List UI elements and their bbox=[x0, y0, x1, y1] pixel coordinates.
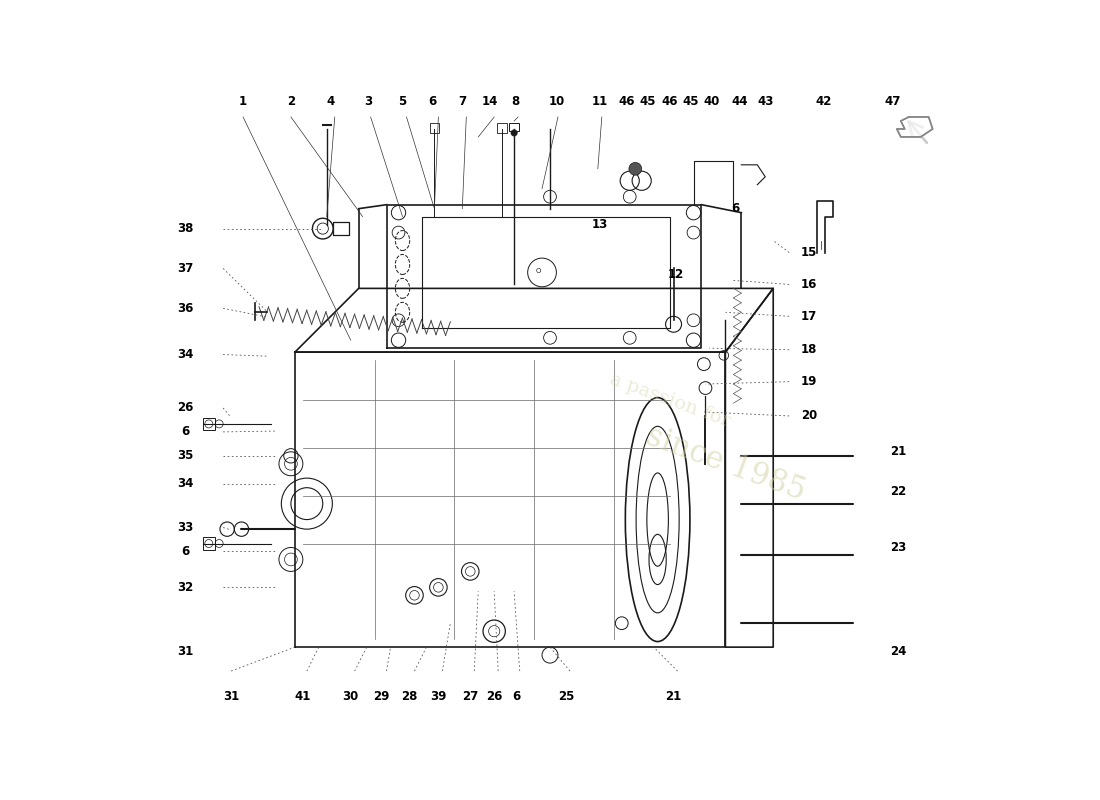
Text: 20: 20 bbox=[801, 410, 817, 422]
Text: 36: 36 bbox=[177, 302, 194, 315]
Text: 40: 40 bbox=[704, 94, 720, 107]
Text: 1: 1 bbox=[239, 94, 248, 107]
Text: 6: 6 bbox=[182, 545, 190, 558]
FancyArrowPatch shape bbox=[909, 122, 927, 142]
Text: 42: 42 bbox=[815, 94, 832, 107]
Bar bbox=[430, 123, 439, 133]
Text: 6: 6 bbox=[429, 94, 437, 107]
Text: 21: 21 bbox=[666, 690, 682, 703]
Text: 45: 45 bbox=[682, 94, 698, 107]
Text: 37: 37 bbox=[177, 262, 194, 275]
Text: 25: 25 bbox=[558, 690, 574, 703]
Text: 3: 3 bbox=[364, 94, 372, 107]
Text: 14: 14 bbox=[482, 94, 498, 107]
Text: 10: 10 bbox=[548, 94, 564, 107]
Text: since 1985: since 1985 bbox=[641, 421, 810, 507]
Text: 18: 18 bbox=[801, 343, 817, 356]
Text: 31: 31 bbox=[177, 645, 194, 658]
Text: 45: 45 bbox=[639, 94, 656, 107]
Circle shape bbox=[510, 130, 517, 136]
Text: 41: 41 bbox=[295, 690, 311, 703]
Text: 17: 17 bbox=[801, 310, 817, 322]
Text: 31: 31 bbox=[223, 690, 239, 703]
Text: 7: 7 bbox=[459, 94, 466, 107]
Text: 32: 32 bbox=[177, 581, 194, 594]
Text: 27: 27 bbox=[462, 690, 478, 703]
Text: 19: 19 bbox=[801, 375, 817, 388]
Text: 22: 22 bbox=[890, 485, 906, 498]
Text: 26: 26 bbox=[486, 690, 503, 703]
Text: 39: 39 bbox=[430, 690, 447, 703]
Bar bbox=[204, 537, 216, 550]
Text: 46: 46 bbox=[618, 94, 635, 107]
Text: 34: 34 bbox=[177, 478, 194, 490]
Text: 34: 34 bbox=[177, 348, 194, 361]
Text: 11: 11 bbox=[592, 94, 608, 107]
Circle shape bbox=[629, 162, 641, 175]
Text: 2: 2 bbox=[287, 94, 295, 107]
Text: O: O bbox=[536, 268, 541, 274]
Text: 29: 29 bbox=[373, 690, 389, 703]
Text: 6: 6 bbox=[513, 690, 520, 703]
Bar bbox=[509, 122, 519, 130]
Text: 24: 24 bbox=[890, 645, 906, 658]
Text: 15: 15 bbox=[801, 246, 817, 259]
Text: 16: 16 bbox=[801, 278, 817, 291]
Text: 47: 47 bbox=[884, 94, 901, 107]
Text: 26: 26 bbox=[177, 402, 194, 414]
Bar bbox=[204, 418, 216, 430]
Polygon shape bbox=[896, 117, 933, 137]
Text: 43: 43 bbox=[757, 94, 773, 107]
Text: 13: 13 bbox=[592, 218, 608, 231]
Text: 6: 6 bbox=[732, 202, 740, 215]
Text: 38: 38 bbox=[177, 222, 194, 235]
Text: 30: 30 bbox=[342, 690, 359, 703]
Bar bbox=[497, 123, 507, 133]
Text: 5: 5 bbox=[398, 94, 407, 107]
Text: 46: 46 bbox=[661, 94, 678, 107]
Text: 28: 28 bbox=[400, 690, 417, 703]
Bar bbox=[333, 222, 349, 235]
Text: 8: 8 bbox=[512, 94, 520, 107]
Text: 33: 33 bbox=[177, 521, 194, 534]
Text: 35: 35 bbox=[177, 450, 194, 462]
Text: 44: 44 bbox=[732, 94, 748, 107]
Text: 23: 23 bbox=[890, 541, 906, 554]
Text: 12: 12 bbox=[668, 267, 684, 281]
Text: 6: 6 bbox=[182, 426, 190, 438]
Text: 4: 4 bbox=[327, 94, 334, 107]
Text: a passion for: a passion for bbox=[607, 370, 733, 430]
Text: 21: 21 bbox=[890, 446, 906, 458]
